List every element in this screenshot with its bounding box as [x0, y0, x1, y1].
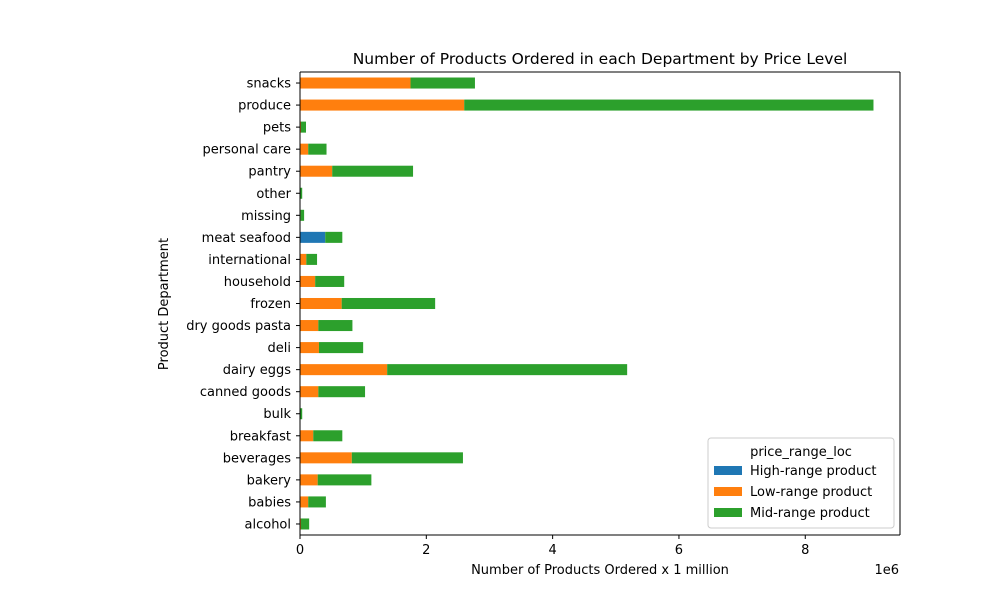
y-tick-label: beverages [223, 451, 292, 466]
bar-international-series-1 [300, 253, 307, 265]
bar-produce-series-2 [464, 99, 874, 111]
y-tick-label: bakery [247, 473, 292, 488]
legend-title: price_range_loc [750, 445, 852, 460]
bar-snacks-series-2 [410, 77, 475, 89]
x-tick-label: 2 [422, 543, 430, 558]
bar-babies-series-1 [300, 496, 309, 508]
bars-group [300, 77, 874, 530]
bar-missing-series-2 [300, 209, 305, 221]
bar-canned-goods-series-2 [318, 386, 366, 398]
y-tick-label: meat seafood [202, 231, 291, 246]
bar-household-series-1 [300, 275, 316, 287]
y-tick-label: frozen [250, 297, 291, 312]
bar-dry-goods-pasta-series-2 [318, 320, 353, 332]
bar-meat-seafood-series-2 [325, 231, 343, 243]
bar-deli-series-1 [300, 342, 319, 354]
bar-pets-series-2 [300, 121, 306, 133]
bar-pantry-series-2 [332, 165, 414, 177]
bar-canned-goods-series-1 [300, 386, 319, 398]
bar-other-series-2 [300, 187, 303, 199]
legend: price_range_loc High-range product Low-ran… [707, 437, 895, 529]
bar-meat-seafood-series-0 [300, 231, 326, 243]
bar-deli-series-2 [318, 342, 364, 354]
bar-pantry-series-1 [300, 165, 333, 177]
x-tick-label: 0 [296, 543, 304, 558]
bar-beverages-series-2 [351, 452, 463, 464]
y-tick-label: international [208, 253, 291, 268]
y-tick-label: dry goods pasta [186, 319, 291, 334]
legend-swatch-1 [714, 487, 742, 496]
y-tick-label: pantry [248, 165, 291, 180]
x-tick-label: 4 [548, 543, 556, 558]
y-tick-label: missing [241, 209, 291, 224]
bar-dairy-eggs-series-1 [300, 364, 388, 376]
x-axis-offset-label: 1e6 [874, 563, 899, 578]
bar-frozen-series-1 [300, 297, 342, 310]
x-tick-label: 6 [675, 543, 683, 558]
bar-breakfast-series-2 [313, 430, 343, 442]
y-tick-label: other [256, 187, 291, 202]
chart-title: Number of Products Ordered in each Depar… [353, 50, 848, 68]
bar-dry-goods-pasta-series-1 [300, 320, 319, 332]
bar-household-series-2 [315, 275, 345, 287]
legend-frame [707, 437, 895, 529]
bar-personal-care-series-2 [308, 143, 327, 155]
bar-alcohol-series-2 [300, 518, 310, 530]
x-tick-label: 8 [801, 543, 809, 558]
y-tick-label: canned goods [200, 385, 291, 400]
y-tick-label: personal care [203, 143, 291, 158]
y-tick-label: breakfast [230, 429, 291, 444]
legend-label-1: Low-range product [750, 485, 872, 500]
bar-frozen-series-2 [341, 297, 436, 310]
bar-babies-series-2 [308, 496, 326, 508]
y-tick-label: deli [268, 341, 291, 356]
bar-produce-series-1 [300, 99, 465, 111]
y-tick-label: pets [263, 121, 291, 136]
bar-international-series-2 [306, 253, 318, 265]
legend-label-2: Mid-range product [750, 506, 870, 521]
bar-personal-care-series-1 [300, 143, 309, 155]
legend-swatch-0 [714, 466, 742, 475]
legend-label-0: High-range product [750, 464, 877, 479]
bar-bulk-series-2 [300, 408, 303, 420]
y-tick-label: dairy eggs [223, 363, 292, 378]
bar-beverages-series-1 [300, 452, 352, 464]
y-tick-label: babies [248, 495, 291, 510]
y-tick-label: household [224, 275, 291, 290]
bar-dairy-eggs-series-2 [387, 364, 628, 376]
y-tick-label: snacks [247, 77, 292, 92]
y-tick-label: bulk [263, 407, 291, 422]
axes-group: alcohol babies bakery beverages breakfast bul… [186, 71, 901, 558]
bar-snacks-series-1 [300, 77, 411, 89]
bar-breakfast-series-1 [300, 430, 314, 442]
y-tick-label: produce [238, 99, 291, 114]
legend-swatch-2 [714, 508, 742, 517]
x-axis-label: Number of Products Ordered x 1 million [471, 563, 729, 578]
y-tick-label: alcohol [245, 517, 291, 532]
bar-bakery-series-2 [317, 474, 372, 486]
bar-bakery-series-1 [300, 474, 318, 486]
y-axis-label: Product Department [157, 238, 172, 370]
